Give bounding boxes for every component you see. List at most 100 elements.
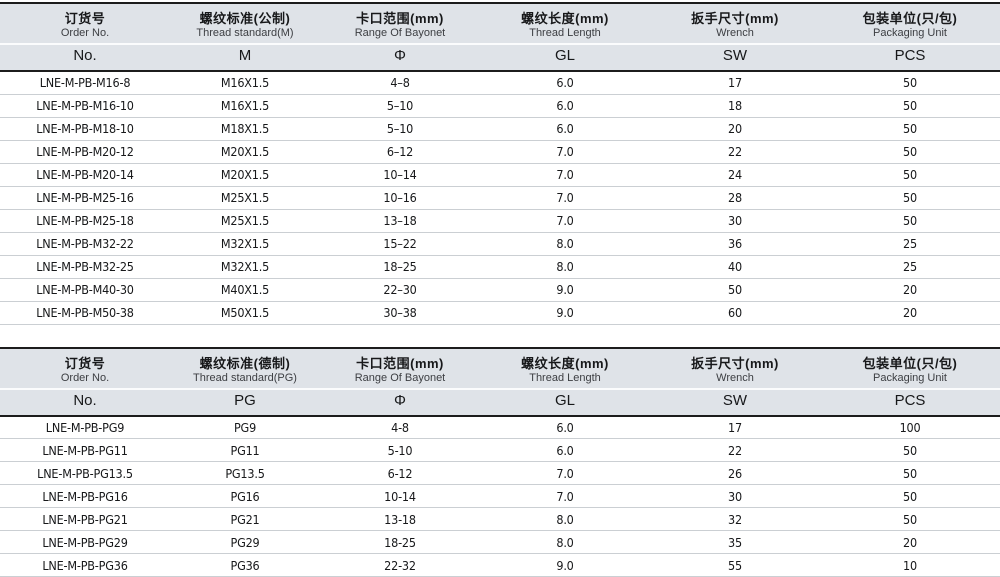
table-cell: LNE-M-PB-PG21: [0, 508, 170, 531]
column-header: 螺纹标准(德制)Thread standard(PG): [170, 348, 320, 389]
table-cell: M32X1.5: [170, 255, 320, 278]
column-label-en: Thread Length: [480, 372, 650, 385]
table-cell: M20X1.5: [170, 163, 320, 186]
column-label-en: Order No.: [0, 372, 170, 385]
table-cell: 30: [650, 209, 820, 232]
column-symbol: Φ: [320, 44, 480, 71]
table-cell: 50: [820, 94, 1000, 117]
table-cell: 50: [820, 163, 1000, 186]
column-label-en: Packaging Unit: [820, 372, 1000, 385]
table-cell: PG21: [170, 508, 320, 531]
table-cell: PG36: [170, 554, 320, 577]
column-header: 螺纹长度(mm)Thread Length: [480, 3, 650, 44]
table-cell: LNE-M-PB-M16-8: [0, 71, 170, 94]
table-cell: LNE-M-PB-PG9: [0, 416, 170, 439]
table-cell: M20X1.5: [170, 140, 320, 163]
table-cell: 50: [820, 209, 1000, 232]
column-label-en: Thread standard(PG): [170, 372, 320, 385]
column-label-zh: 卡口范围(mm): [320, 11, 480, 27]
table-cell: 50: [820, 71, 1000, 94]
table-cell: 28: [650, 186, 820, 209]
table-cell: 50: [820, 439, 1000, 462]
table-cell: 13–18: [320, 209, 480, 232]
table-cell: M40X1.5: [170, 278, 320, 301]
table-cell: 7.0: [480, 462, 650, 485]
column-header: 卡口范围(mm)Range Of Bayonet: [320, 3, 480, 44]
column-label-zh: 订货号: [0, 356, 170, 372]
table-cell: 7.0: [480, 140, 650, 163]
table-cell: 20: [820, 301, 1000, 324]
column-label-zh: 订货号: [0, 11, 170, 27]
table-cell: LNE-M-PB-M20-12: [0, 140, 170, 163]
table-cell: 17: [650, 71, 820, 94]
table-cell: 22-32: [320, 554, 480, 577]
column-label-zh: 扳手尺寸(mm): [650, 11, 820, 27]
table-cell: 40: [650, 255, 820, 278]
table-cell: 50: [820, 140, 1000, 163]
table-cell: 5–10: [320, 94, 480, 117]
table-cell: 20: [650, 117, 820, 140]
table-cell: 15–22: [320, 232, 480, 255]
column-header: 包装单位(只/包)Packaging Unit: [820, 3, 1000, 44]
column-label-zh: 螺纹长度(mm): [480, 11, 650, 27]
table-cell: 35: [650, 531, 820, 554]
table-cell: 18–25: [320, 255, 480, 278]
table-cell: 50: [820, 462, 1000, 485]
table-cell: 4-8: [320, 416, 480, 439]
table-cell: 10: [820, 554, 1000, 577]
table-cell: M16X1.5: [170, 71, 320, 94]
table-cell: LNE-M-PB-M20-14: [0, 163, 170, 186]
table-cell: 9.0: [480, 301, 650, 324]
column-label-en: Wrench: [650, 27, 820, 40]
column-header: 包装单位(只/包)Packaging Unit: [820, 348, 1000, 389]
column-label-zh: 螺纹标准(德制): [170, 356, 320, 372]
table-cell: 10–16: [320, 186, 480, 209]
column-header: 扳手尺寸(mm)Wrench: [650, 3, 820, 44]
table-cell: 7.0: [480, 209, 650, 232]
table-cell: LNE-M-PB-M25-16: [0, 186, 170, 209]
table-cell: M50X1.5: [170, 301, 320, 324]
column-label-en: Thread standard(M): [170, 27, 320, 40]
table-cell: M25X1.5: [170, 186, 320, 209]
table-cell: LNE-M-PB-PG11: [0, 439, 170, 462]
table-cell: 10-14: [320, 485, 480, 508]
column-header: 螺纹标准(公制)Thread standard(M): [170, 3, 320, 44]
table-cell: 9.0: [480, 554, 650, 577]
table-cell: 50: [650, 278, 820, 301]
column-header: 扳手尺寸(mm)Wrench: [650, 348, 820, 389]
column-label-en: Wrench: [650, 372, 820, 385]
column-symbol: No.: [0, 389, 170, 416]
column-label-zh: 卡口范围(mm): [320, 356, 480, 372]
table-cell: 50: [820, 117, 1000, 140]
table-cell: PG29: [170, 531, 320, 554]
table-cell: 6.0: [480, 439, 650, 462]
table-cell: 50: [820, 485, 1000, 508]
table-cell: 8.0: [480, 531, 650, 554]
table-cell: 7.0: [480, 163, 650, 186]
column-symbol: SW: [650, 389, 820, 416]
table-cell: 20: [820, 278, 1000, 301]
table-cell: LNE-M-PB-M32-22: [0, 232, 170, 255]
column-symbol: GL: [480, 389, 650, 416]
column-label-zh: 扳手尺寸(mm): [650, 356, 820, 372]
table-cell: PG11: [170, 439, 320, 462]
column-label-en: Order No.: [0, 27, 170, 40]
table-cell: 30: [650, 485, 820, 508]
table-cell: 100: [820, 416, 1000, 439]
table-cell: M16X1.5: [170, 94, 320, 117]
